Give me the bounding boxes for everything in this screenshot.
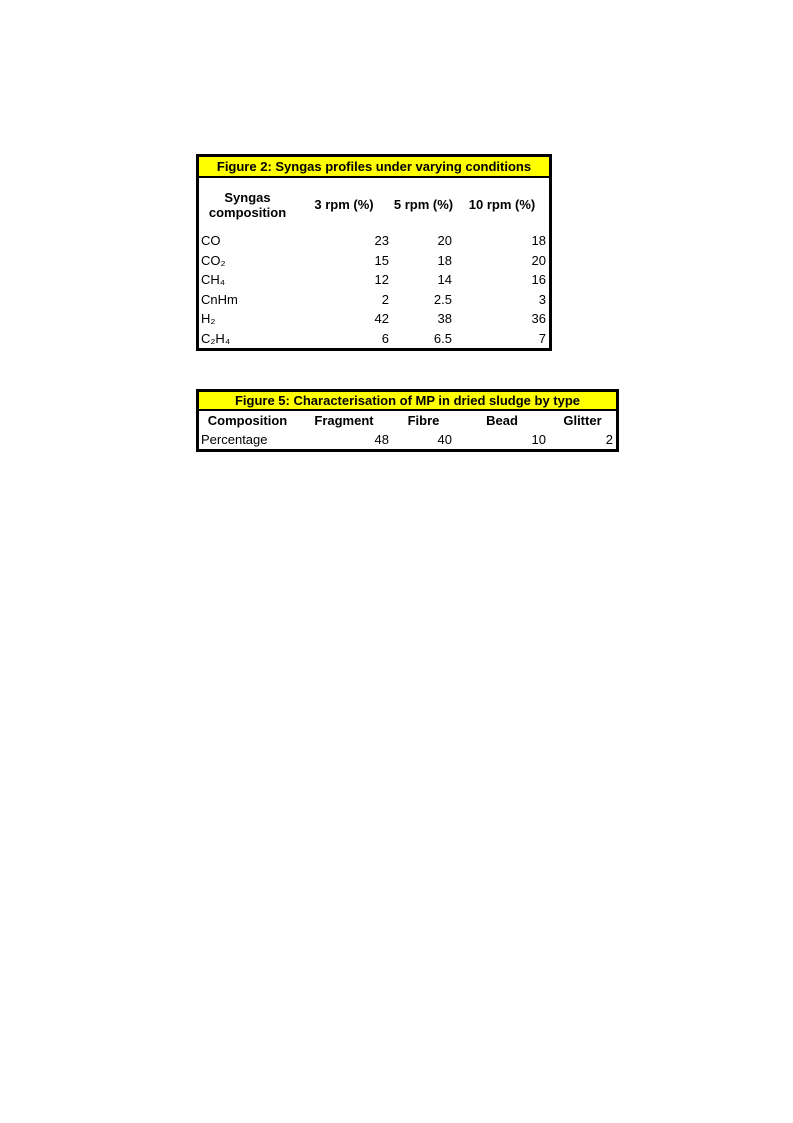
value-cell: 15: [374, 252, 389, 268]
table-row-c-h: C₂H₄ 6 6.5 7: [199, 329, 549, 349]
row-label: C₂H₄: [201, 330, 231, 346]
figure5-title-bar: Figure 5: Characterisation of MP in drie…: [199, 392, 616, 411]
value-cell: 20: [531, 252, 546, 268]
column-header-syngas-composition: Syngas composition: [208, 189, 287, 220]
value-cell: 10: [531, 432, 546, 447]
value-cell: 14: [437, 272, 452, 288]
table-row-co: CO₂ 15 18 20: [199, 251, 549, 271]
figure2-body: CO 23 20 18 CO₂ 15 18 20 CH₄ 12 14 16 CnHm 2 2.5 3 H₂ 42 3…: [199, 231, 549, 348]
table-row-co: CO 23 20 18: [199, 231, 549, 251]
table-row-percentage: Percentage 48 40 10 2: [199, 430, 616, 449]
value-cell: 18: [531, 233, 546, 249]
value-cell: 23: [374, 233, 389, 249]
column-header-bead: Bead: [486, 413, 518, 428]
column-header-10-rpm: 10 rpm (%): [468, 197, 536, 212]
value-cell: 6: [381, 330, 389, 346]
value-cell: 18: [437, 252, 452, 268]
value-cell: 6.5: [433, 330, 452, 346]
row-label: CnHm: [201, 291, 238, 307]
figure2-header-row: Syngas composition 3 rpm (%) 5 rpm (%) 10 r…: [199, 178, 549, 231]
value-cell: 3: [538, 291, 546, 307]
column-header-fragment: Fragment: [314, 413, 374, 428]
column-header-composition: Composition: [207, 413, 288, 428]
value-cell: 12: [374, 272, 389, 288]
value-cell: 48: [374, 432, 389, 447]
value-cell: 36: [531, 311, 546, 327]
column-header-5-rpm: 5 rpm (%): [393, 197, 454, 212]
figure5-table: Figure 5: Characterisation of MP in drie…: [196, 389, 619, 452]
row-label: CH₄: [201, 272, 226, 288]
value-cell: 2.5: [433, 291, 452, 307]
value-cell: 38: [437, 311, 452, 327]
value-cell: 2: [381, 291, 389, 307]
value-cell: 20: [437, 233, 452, 249]
table-row-h: H₂ 42 38 36: [199, 309, 549, 329]
value-cell: 2: [605, 432, 613, 447]
column-header-glitter: Glitter: [563, 413, 602, 428]
table-row-ch: CH₄ 12 14 16: [199, 270, 549, 290]
figure5-body: Percentage 48 40 10 2: [199, 430, 616, 449]
value-cell: 16: [531, 272, 546, 288]
value-cell: 7: [538, 330, 546, 346]
column-header-fibre: Fibre: [407, 413, 440, 428]
figure5-header-row: Composition Fragment Fibre Bead Glitter: [199, 411, 616, 430]
row-label: CO: [201, 233, 221, 249]
value-cell: 42: [374, 311, 389, 327]
figure2-table: Figure 2: Syngas profiles under varying …: [196, 154, 552, 351]
table-row-cnhm: CnHm 2 2.5 3: [199, 290, 549, 310]
column-header-3-rpm: 3 rpm (%): [314, 197, 374, 212]
row-label: H₂: [201, 311, 216, 327]
row-label: CO₂: [201, 252, 226, 268]
value-cell: 40: [437, 432, 452, 447]
row-label: Percentage: [201, 432, 268, 447]
figure2-title-bar: Figure 2: Syngas profiles under varying …: [199, 157, 549, 178]
